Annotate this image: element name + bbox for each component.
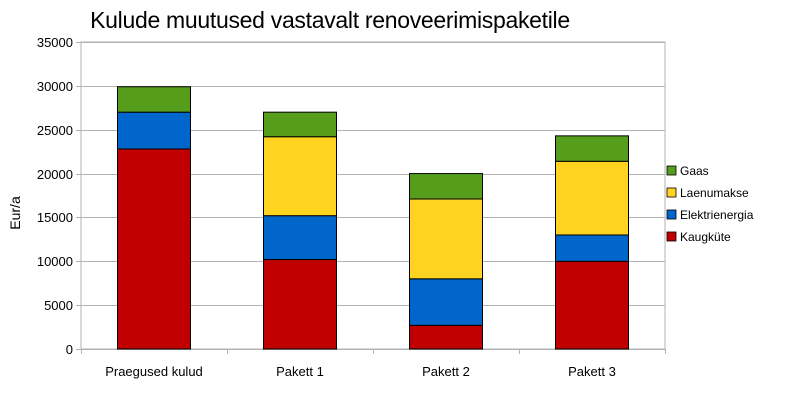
axis-layer: 0 5000 10000 15000 20000 25000 30000 35000 bbox=[37, 35, 666, 357]
legend-swatch bbox=[666, 165, 677, 176]
bar-segment bbox=[263, 215, 337, 261]
y-tick-label: 5000 bbox=[44, 298, 73, 313]
bar-segment bbox=[263, 136, 337, 217]
legend-label: Elektrienergia bbox=[680, 208, 754, 222]
legend: Gaas Laenumakse Elektrienergia Kaugküte bbox=[666, 164, 754, 244]
label-layer: Praegused kulud Pakett 1 Pakett 2 Pakett 3 bbox=[105, 364, 616, 379]
x-category-label: Pakett 1 bbox=[276, 364, 324, 379]
bar-segment bbox=[117, 148, 191, 350]
legend-swatch bbox=[666, 187, 677, 198]
y-tick-label: 10000 bbox=[37, 254, 73, 269]
bar-segment bbox=[263, 259, 337, 350]
y-axis-label: Eur/a bbox=[7, 196, 23, 230]
y-tick-label: 35000 bbox=[37, 35, 73, 50]
bar-segment bbox=[409, 324, 483, 350]
bar-segment bbox=[555, 160, 629, 236]
legend-label: Gaas bbox=[680, 164, 709, 178]
bar-segment bbox=[117, 86, 191, 113]
legend-label: Kaugküte bbox=[680, 230, 731, 244]
bar-segment bbox=[409, 278, 483, 326]
legend-label: Laenumakse bbox=[680, 186, 749, 200]
bar-segment bbox=[409, 173, 483, 200]
bar-segment bbox=[555, 260, 629, 350]
x-category-label: Praegused kulud bbox=[105, 364, 203, 379]
y-tick-label: 30000 bbox=[37, 79, 73, 94]
y-tick-label: 0 bbox=[66, 342, 73, 357]
bar-segment bbox=[263, 111, 337, 138]
bar-segment bbox=[117, 111, 191, 150]
chart-title: Kulude muutused vastavalt renoveerimispa… bbox=[90, 7, 570, 33]
x-category-label: Pakett 2 bbox=[422, 364, 470, 379]
legend-swatch bbox=[666, 231, 677, 242]
y-tick-label: 20000 bbox=[37, 167, 73, 182]
legend-swatch bbox=[666, 209, 677, 220]
y-tick-label: 25000 bbox=[37, 123, 73, 138]
x-category-label: Pakett 3 bbox=[568, 364, 616, 379]
bar-layer bbox=[117, 86, 629, 350]
bar-segment bbox=[555, 135, 629, 162]
bar-segment bbox=[409, 198, 483, 280]
y-tick-label: 15000 bbox=[37, 210, 73, 225]
bar-segment bbox=[555, 234, 629, 262]
